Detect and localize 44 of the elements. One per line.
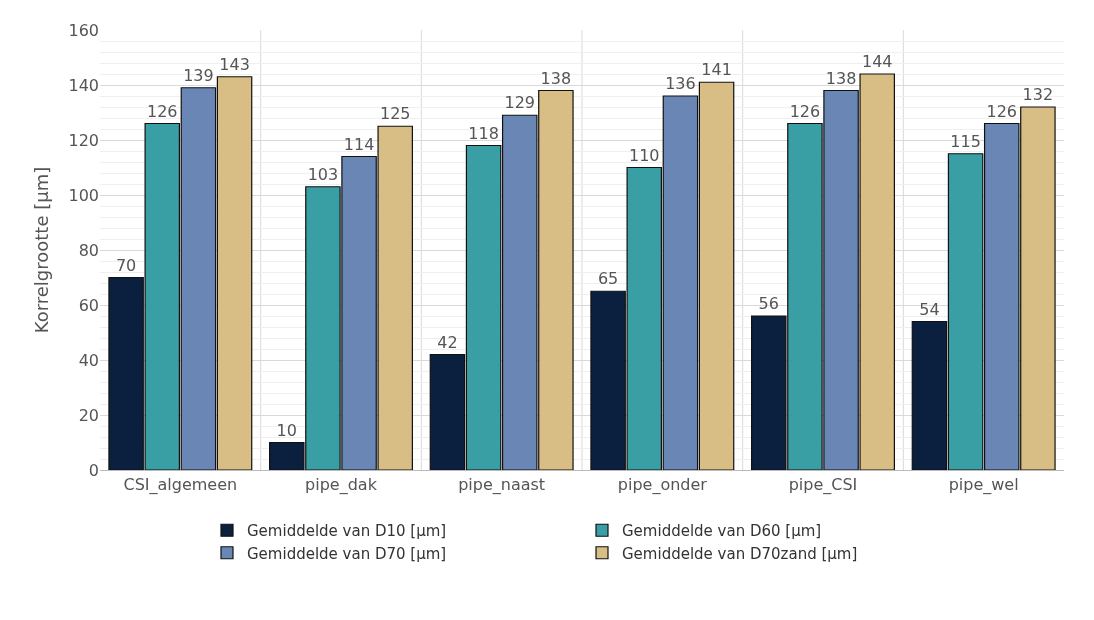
data-label: 70 [115, 255, 137, 275]
y-tick-label: 60 [78, 295, 99, 315]
x-tick-label: pipe_CSI [788, 475, 858, 496]
data-label: 125 [379, 104, 411, 124]
data-label: 110 [628, 145, 660, 165]
legend-label: Gemiddelde van D60 [µm] [622, 522, 822, 541]
data-label: 10 [276, 420, 297, 440]
data-label: 139 [183, 65, 214, 85]
legend-label: Gemiddelde van D10 [µm] [247, 522, 447, 541]
data-label: 126 [986, 101, 1018, 121]
data-label: 144 [861, 52, 893, 71]
y-tick-label: 0 [88, 460, 99, 480]
y-tick-label: 120 [68, 130, 99, 150]
x-tick-label: CSI_algemeen [123, 475, 238, 496]
data-label: 118 [468, 123, 499, 143]
data-label: 115 [950, 131, 981, 151]
legend-label: Gemiddelde van D70zand [µm] [622, 544, 858, 563]
data-label: 136 [665, 74, 696, 93]
data-label: 42 [437, 332, 458, 352]
data-label: 138 [540, 68, 572, 88]
x-tick-label: pipe_dak [305, 475, 378, 496]
x-tick-label: pipe_wel [948, 475, 1019, 496]
data-label: 65 [597, 269, 619, 289]
x-tick-label: pipe_onder [617, 475, 708, 496]
y-tick-label: 80 [78, 240, 99, 260]
data-label: 129 [504, 93, 536, 113]
legend-label: Gemiddelde van D70 [µm] [247, 544, 447, 563]
y-tick-label: 140 [68, 75, 99, 95]
data-label: 103 [307, 164, 339, 184]
data-label: 56 [758, 294, 779, 313]
y-tick-label: 100 [68, 185, 99, 205]
y-tick-label: 40 [78, 350, 99, 370]
data-label: 114 [343, 134, 375, 154]
x-tick-label: pipe_naast [458, 475, 546, 496]
data-label: 132 [1022, 85, 1054, 104]
data-label: 54 [919, 299, 940, 319]
data-label: 126 [789, 101, 821, 121]
y-axis-title: Korrelgrootte [µm] [30, 166, 52, 334]
data-label: 138 [825, 68, 857, 88]
data-label: 126 [146, 101, 178, 121]
data-label: 143 [219, 54, 250, 74]
y-tick-label: 20 [78, 405, 99, 425]
y-tick-label: 160 [68, 20, 99, 40]
data-label: 141 [701, 60, 732, 80]
